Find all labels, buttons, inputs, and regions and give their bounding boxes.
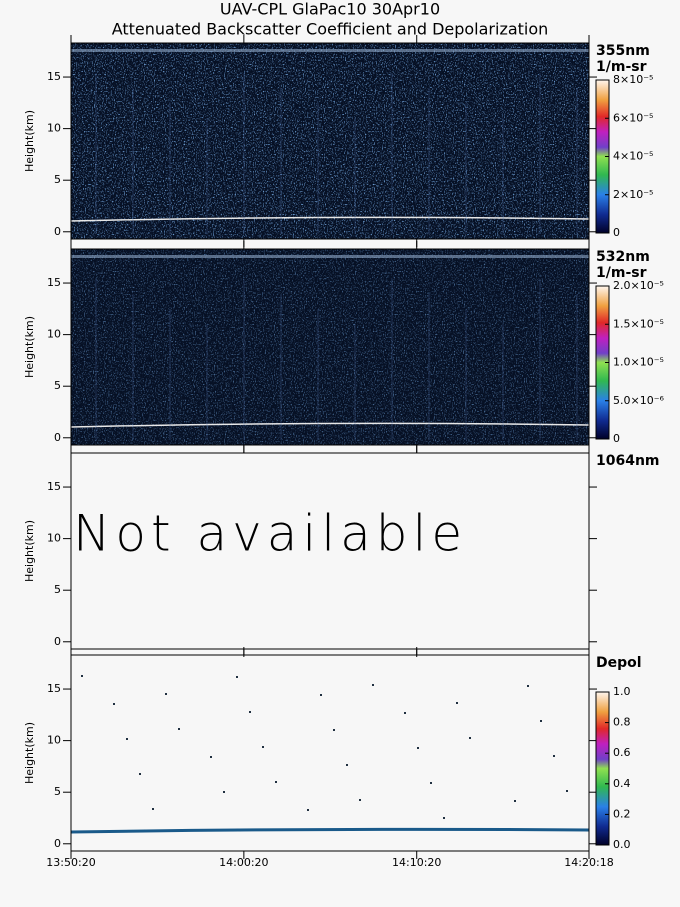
x-tick-label: 14:00:20	[219, 856, 268, 869]
y-tick-label: 15	[47, 70, 61, 83]
speck	[566, 790, 568, 792]
y-tick-label: 15	[47, 682, 61, 695]
speck	[275, 781, 277, 783]
y-tick-label: 0	[54, 225, 61, 238]
panel-label: Depol	[596, 655, 642, 671]
depol-layer	[70, 827, 590, 834]
speck	[417, 747, 419, 749]
speck	[456, 702, 458, 704]
boundary-layer	[70, 422, 590, 428]
speck	[126, 738, 128, 740]
speck	[346, 764, 348, 766]
y-tick-label: 5	[54, 379, 61, 392]
y-tick-label: 10	[47, 328, 61, 341]
plot-frame	[70, 42, 590, 240]
annotation: Not available	[73, 505, 467, 563]
x-tick-label: 14:10:20	[392, 856, 441, 869]
y-tick-label: 0	[54, 837, 61, 850]
plot-frame	[70, 654, 590, 852]
heatmap-noise	[71, 43, 589, 239]
colorbar-tick-label: 8×10⁻⁵	[613, 73, 653, 86]
boundary-layer	[70, 216, 590, 222]
colorbar-tick-label: 0.6	[613, 746, 631, 759]
y-tick-label: 10	[47, 532, 61, 545]
plot-frame	[70, 248, 590, 446]
speck	[113, 703, 115, 705]
plot-frame	[70, 452, 590, 650]
colorbar	[595, 691, 610, 846]
speck	[210, 756, 212, 758]
x-tick-label: 13:50:20	[46, 856, 95, 869]
speck	[152, 808, 154, 810]
speck	[540, 720, 542, 722]
colorbar-tick-label: 1.0×10⁻⁵	[613, 356, 664, 369]
colorbar-tick-label: 1.5×10⁻⁵	[613, 317, 664, 330]
colorbar-tick-label: 0.0	[613, 838, 631, 851]
y-tick-label: 15	[47, 480, 61, 493]
speck	[262, 746, 264, 748]
y-tick-label: 15	[47, 276, 61, 289]
chart-title: UAV-CPL GlaPac10 30Apr10	[220, 0, 440, 19]
y-tick-label: 5	[54, 583, 61, 596]
speck	[139, 773, 141, 775]
unit-label: 1/m-sr	[596, 59, 647, 75]
speck	[443, 817, 445, 819]
speck	[223, 791, 225, 793]
speck	[236, 676, 238, 678]
speck	[527, 685, 529, 687]
y-axis-label: Height(km)	[23, 316, 36, 378]
y-tick-label: 10	[47, 122, 61, 135]
colorbar-tick-label: 0.8	[613, 716, 631, 729]
heatmap-noise	[71, 249, 589, 445]
panel-label: 1064nm	[596, 453, 660, 469]
speck	[404, 712, 406, 714]
colorbar-tick-label: 0	[613, 432, 620, 445]
panel-label: 532nm	[596, 249, 650, 265]
y-tick-label: 5	[54, 173, 61, 186]
colorbar-tick-label: 4×10⁻⁵	[613, 150, 653, 163]
panel-label: 355nm	[596, 43, 650, 59]
colorbar-tick-label: 0	[613, 226, 620, 239]
colorbar-tick-label: 5.0×10⁻⁶	[613, 394, 665, 407]
speck	[469, 737, 471, 739]
colorbar-tick-label: 2×10⁻⁵	[613, 188, 653, 201]
speck	[165, 693, 167, 695]
x-tick-label: 14:20:18	[564, 856, 613, 869]
speck	[307, 809, 309, 811]
y-tick-label: 10	[47, 734, 61, 747]
colorbar-tick-label: 0.2	[613, 807, 631, 820]
y-tick-label: 0	[54, 431, 61, 444]
colorbar-tick-label: 2.0×10⁻⁵	[613, 279, 664, 292]
y-tick-label: 5	[54, 785, 61, 798]
speck	[249, 711, 251, 713]
top-band	[71, 49, 589, 52]
speck	[553, 755, 555, 757]
chart-subtitle: Attenuated Backscatter Coefficient and D…	[112, 20, 549, 39]
speck	[333, 729, 335, 731]
y-axis-label: Height(km)	[23, 520, 36, 582]
y-axis-label: Height(km)	[23, 110, 36, 172]
speck	[430, 782, 432, 784]
top-band	[71, 255, 589, 258]
speck	[320, 694, 322, 696]
unit-label: 1/m-sr	[596, 265, 647, 281]
colorbar-tick-label: 1.0	[613, 685, 631, 698]
speck	[359, 799, 361, 801]
colorbar-tick-label: 0.4	[613, 777, 631, 790]
y-axis-label: Height(km)	[23, 722, 36, 784]
speck	[514, 800, 516, 802]
speck	[178, 728, 180, 730]
speck	[372, 684, 374, 686]
colorbar-tick-label: 6×10⁻⁵	[613, 111, 653, 124]
speck	[81, 675, 83, 677]
y-tick-label: 0	[54, 635, 61, 648]
